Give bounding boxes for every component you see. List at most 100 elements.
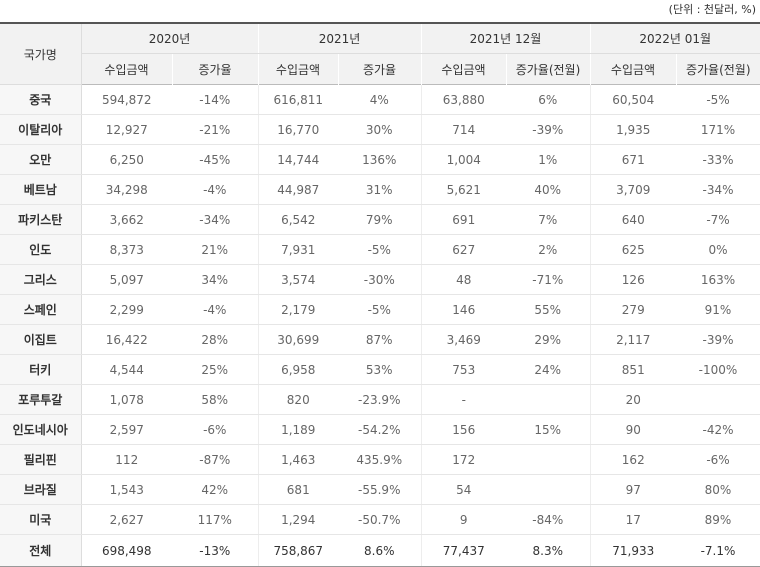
rate-cell: 40%	[506, 174, 590, 205]
rate-cell: 31%	[338, 174, 421, 205]
amount-cell: 4,544	[81, 354, 172, 385]
amount-cell: 1,935	[589, 114, 676, 145]
rate-cell	[506, 474, 590, 505]
amount-cell: 1,463	[257, 444, 338, 475]
amount-cell: 172	[420, 444, 506, 475]
amount-cell: 3,709	[589, 174, 676, 205]
table-row: 그리스 5,097 34% 3,574 -30% 48 -71% 126 163%	[0, 264, 760, 295]
subheader-amount: 수입금액	[257, 53, 338, 85]
rate-cell: -6%	[172, 414, 258, 445]
rate-cell: -55.9%	[338, 474, 421, 505]
table-row: 오만 6,250 -45% 14,744 136% 1,004 1% 671 -33%	[0, 144, 760, 175]
amount-cell: 671	[589, 144, 676, 175]
amount-cell: 758,867	[257, 534, 338, 567]
rate-cell: -23.9%	[338, 384, 421, 415]
amount-cell: 12,927	[81, 114, 172, 145]
rate-cell	[506, 384, 590, 415]
country-name-cell: 필리핀	[0, 444, 82, 475]
amount-cell: 640	[589, 204, 676, 235]
rate-cell: 21%	[172, 234, 258, 265]
amount-cell: 594,872	[81, 84, 172, 115]
rate-cell: -54.2%	[338, 414, 421, 445]
rate-cell: -50.7%	[338, 504, 421, 535]
unit-note: (단위 : 천달러, %)	[668, 3, 756, 16]
amount-cell: 1,004	[420, 144, 506, 175]
rate-cell: 136%	[338, 144, 421, 175]
rate-cell: -6%	[676, 444, 760, 475]
rate-cell: 117%	[172, 504, 258, 535]
amount-cell: 279	[589, 294, 676, 325]
rate-cell: 8.6%	[338, 534, 421, 567]
amount-cell: 616,811	[257, 84, 338, 115]
amount-cell: 162	[589, 444, 676, 475]
group-header-2021-12: 2021년 12월	[420, 23, 590, 54]
amount-cell: 2,117	[589, 324, 676, 355]
subheader-rate-mom: 증가율(전월)	[675, 53, 760, 85]
table-row: 베트남 34,298 -4% 44,987 31% 5,621 40% 3,709 -34%	[0, 174, 760, 205]
amount-cell: 714	[420, 114, 506, 145]
subheader-rate: 증가율	[337, 53, 421, 85]
country-name-cell: 인도네시아	[0, 414, 82, 445]
country-name-cell: 그리스	[0, 264, 82, 295]
subheader-amount: 수입금액	[80, 53, 172, 85]
country-name-cell: 베트남	[0, 174, 82, 205]
rate-cell	[506, 444, 590, 475]
rate-cell: -7.1%	[676, 534, 760, 567]
amount-cell: 1,543	[81, 474, 172, 505]
rate-cell: 8.3%	[506, 534, 590, 567]
rate-cell: 6%	[506, 84, 590, 115]
rate-cell: 58%	[172, 384, 258, 415]
rate-cell: 435.9%	[338, 444, 421, 475]
amount-cell: 753	[420, 354, 506, 385]
amount-cell: 2,597	[81, 414, 172, 445]
rate-cell: -30%	[338, 264, 421, 295]
table-row: 파키스탄 3,662 -34% 6,542 79% 691 7% 640 -7%	[0, 204, 760, 235]
amount-cell: 6,958	[257, 354, 338, 385]
amount-cell: 9	[420, 504, 506, 535]
country-name-cell: 미국	[0, 504, 82, 535]
amount-cell: 71,933	[589, 534, 676, 567]
country-name-cell: 파키스탄	[0, 204, 82, 235]
subheader-amount: 수입금액	[589, 53, 676, 85]
rate-cell: 4%	[338, 84, 421, 115]
table-row: 미국 2,627 117% 1,294 -50.7% 9 -84% 17 89%	[0, 504, 760, 535]
import-table: 국가명 2020년 2021년 2021년 12월 2022년 01월 수입금액…	[0, 22, 760, 567]
rate-cell: -87%	[172, 444, 258, 475]
rate-cell: 34%	[172, 264, 258, 295]
table-row: 포루투갈 1,078 58% 820 -23.9% - 20	[0, 384, 760, 415]
rate-cell: -39%	[676, 324, 760, 355]
rate-cell: 80%	[676, 474, 760, 505]
amount-cell: 7,931	[257, 234, 338, 265]
country-name-cell: 전체	[0, 534, 82, 567]
country-name-cell: 오만	[0, 144, 82, 175]
rate-cell: -33%	[676, 144, 760, 175]
rate-cell: 89%	[676, 504, 760, 535]
table-row: 인도 8,373 21% 7,931 -5% 627 2% 625 0%	[0, 234, 760, 265]
rate-cell: -5%	[676, 84, 760, 115]
rate-cell: 42%	[172, 474, 258, 505]
rate-cell: 25%	[172, 354, 258, 385]
amount-cell: 627	[420, 234, 506, 265]
country-column-header: 국가명	[0, 23, 82, 85]
rate-cell: -84%	[506, 504, 590, 535]
country-name-cell: 이탈리아	[0, 114, 82, 145]
amount-cell: 698,498	[81, 534, 172, 567]
amount-cell: 3,574	[257, 264, 338, 295]
total-row: 전체 698,498 -13% 758,867 8.6% 77,437 8.3% 71,933…	[0, 534, 760, 567]
country-name-cell: 인도	[0, 234, 82, 265]
amount-cell: 6,250	[81, 144, 172, 175]
amount-cell: 3,662	[81, 204, 172, 235]
amount-cell: 97	[589, 474, 676, 505]
amount-cell: 6,542	[257, 204, 338, 235]
amount-cell: 2,299	[81, 294, 172, 325]
table-row: 중국 594,872 -14% 616,811 4% 63,880 6% 60,504 -5%	[0, 84, 760, 115]
table-row: 스페인 2,299 -4% 2,179 -5% 146 55% 279 91%	[0, 294, 760, 325]
table-row: 브라질 1,543 42% 681 -55.9% 54 97 80%	[0, 474, 760, 505]
rate-cell: -21%	[172, 114, 258, 145]
amount-cell: 691	[420, 204, 506, 235]
table-row: 인도네시아 2,597 -6% 1,189 -54.2% 156 15% 90 -42%	[0, 414, 760, 445]
amount-cell: 156	[420, 414, 506, 445]
amount-cell: 5,097	[81, 264, 172, 295]
rate-cell: 171%	[676, 114, 760, 145]
rate-cell: 2%	[506, 234, 590, 265]
